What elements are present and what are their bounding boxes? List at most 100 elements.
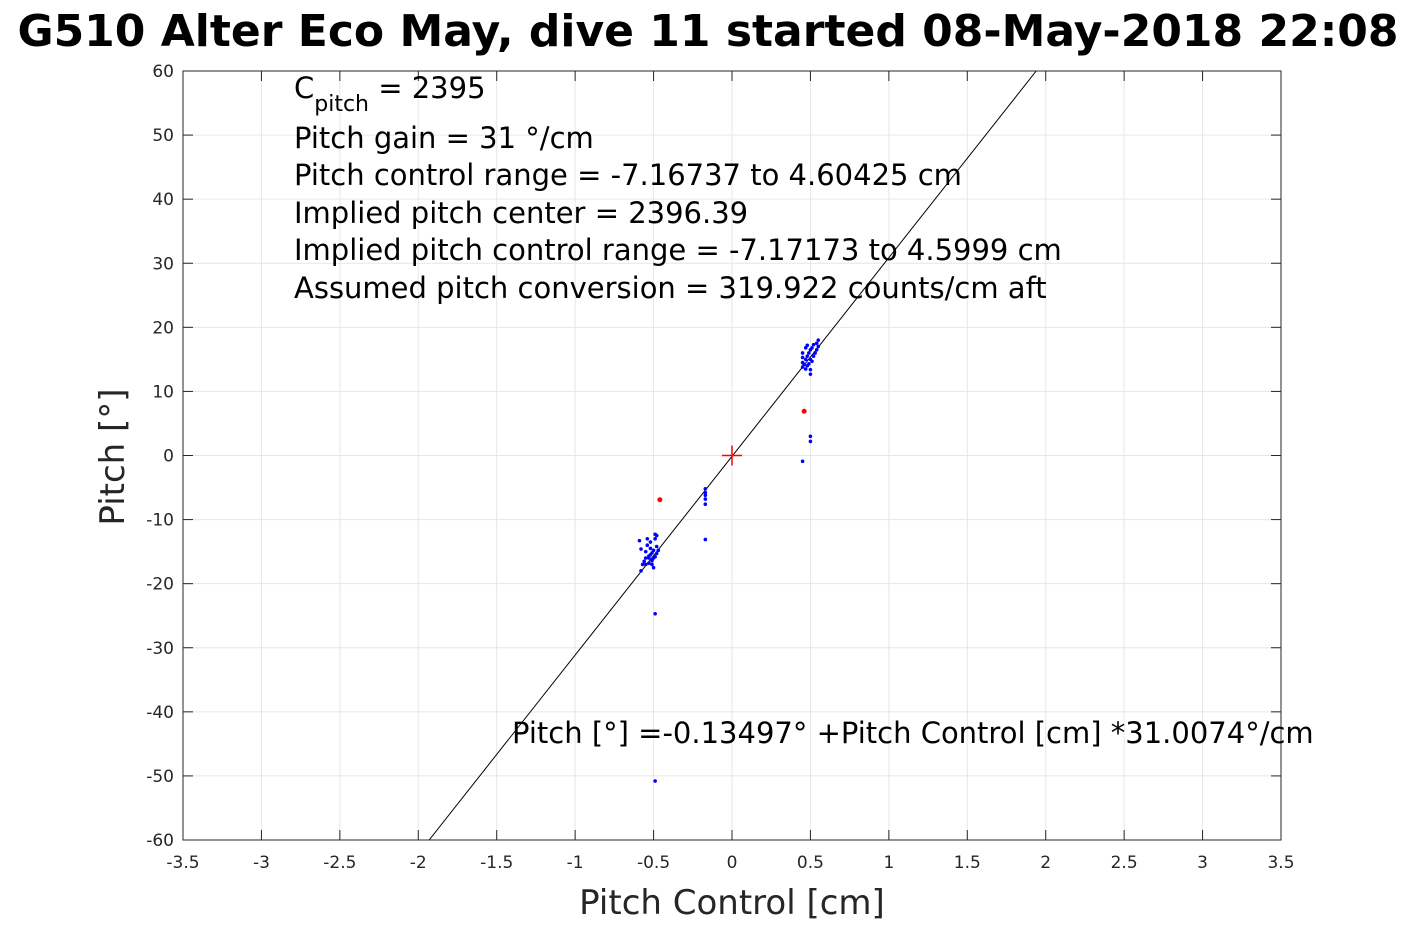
data-point bbox=[703, 537, 708, 542]
data-point bbox=[811, 342, 816, 347]
data-point bbox=[703, 497, 708, 501]
data-point bbox=[816, 338, 821, 342]
data-point bbox=[808, 367, 813, 372]
outlier-point bbox=[801, 408, 807, 414]
data-point bbox=[654, 533, 659, 538]
data-point bbox=[648, 546, 653, 551]
x-tick-label: -1.5 bbox=[480, 853, 513, 873]
data-point bbox=[653, 779, 657, 783]
data-point bbox=[654, 551, 659, 556]
data-point bbox=[654, 544, 659, 549]
y-tick-label: -30 bbox=[146, 639, 174, 659]
data-point bbox=[653, 611, 657, 616]
y-tick-label: 50 bbox=[152, 126, 174, 146]
x-tick-label: 1 bbox=[883, 853, 894, 873]
data-point bbox=[645, 543, 650, 548]
data-point bbox=[800, 351, 805, 355]
data-point bbox=[656, 548, 661, 553]
data-point bbox=[648, 540, 653, 544]
y-tick-label: 60 bbox=[152, 62, 174, 82]
data-point bbox=[703, 502, 708, 507]
data-point bbox=[808, 434, 813, 439]
y-tick-label: 10 bbox=[152, 382, 174, 402]
y-tick-label: 30 bbox=[152, 254, 174, 274]
data-point bbox=[703, 493, 708, 498]
data-point bbox=[814, 341, 819, 346]
x-tick-label: 3.5 bbox=[1267, 853, 1294, 873]
data-point bbox=[807, 362, 811, 366]
data-point bbox=[647, 561, 651, 565]
cpitch-value: = 2395 bbox=[369, 71, 486, 105]
data-point bbox=[803, 357, 808, 362]
y-tick-label: 40 bbox=[152, 190, 174, 210]
annotation-block: Cpitch = 2395 Pitch gain = 31 °/cm Pitch… bbox=[294, 71, 1062, 305]
x-tick-label: 0 bbox=[727, 853, 738, 873]
data-point bbox=[639, 547, 643, 551]
x-tick-label: 1.5 bbox=[954, 853, 981, 873]
data-point bbox=[814, 347, 819, 352]
fit-equation: Pitch [°] =-0.13497° +Pitch Control [cm]… bbox=[512, 716, 1314, 750]
chart-title: G510 Alter Eco May, dive 11 started 08-M… bbox=[17, 6, 1398, 57]
x-axis-label: Pitch Control [cm] bbox=[579, 883, 885, 923]
data-point bbox=[645, 537, 650, 541]
data-point bbox=[650, 562, 654, 567]
x-tick-label: -1 bbox=[567, 853, 584, 873]
data-point bbox=[640, 562, 645, 567]
data-point bbox=[651, 548, 656, 553]
data-point bbox=[810, 359, 814, 364]
data-point bbox=[808, 372, 813, 376]
annotation-line: Pitch gain = 31 °/cm bbox=[294, 121, 594, 155]
y-tick-label: 20 bbox=[152, 318, 174, 338]
data-point bbox=[805, 343, 810, 348]
annotation-line: Implied pitch center = 2396.39 bbox=[294, 196, 748, 230]
x-tick-label: 2.5 bbox=[1111, 853, 1138, 873]
data-point bbox=[653, 537, 657, 541]
data-point bbox=[647, 554, 651, 558]
data-point bbox=[800, 355, 805, 360]
x-tick-label: -2 bbox=[410, 853, 427, 873]
x-tick-label: 0.5 bbox=[797, 853, 824, 873]
data-point bbox=[810, 346, 814, 350]
data-point bbox=[643, 562, 648, 567]
y-tick-label: -20 bbox=[146, 575, 174, 595]
data-point bbox=[637, 538, 642, 543]
annotation-cpitch: Cpitch = 2395 bbox=[294, 71, 486, 117]
annotation-line: Assumed pitch conversion = 319.922 count… bbox=[294, 271, 1047, 305]
grid bbox=[182, 70, 1282, 841]
x-tick-label: -3.5 bbox=[166, 853, 199, 873]
x-tick-label: -3 bbox=[253, 853, 270, 873]
y-tick-label: 0 bbox=[163, 447, 174, 467]
x-tick-label: -0.5 bbox=[637, 853, 670, 873]
annotation-line: Implied pitch control range = -7.17173 t… bbox=[294, 233, 1062, 267]
y-tick-label: -50 bbox=[146, 767, 174, 787]
data-point bbox=[642, 559, 646, 564]
data-point bbox=[643, 549, 648, 554]
data-point bbox=[805, 354, 810, 358]
data-point bbox=[816, 344, 821, 349]
cpitch-symbol: C bbox=[294, 71, 314, 105]
data-point bbox=[643, 556, 648, 560]
data-point bbox=[639, 569, 643, 573]
data-point bbox=[807, 351, 811, 355]
outlier-point bbox=[657, 497, 663, 503]
data-point bbox=[703, 487, 708, 491]
y-axis-label: Pitch [°] bbox=[93, 388, 133, 525]
x-ticks: -3.5 -3 -2.5 -2 -1.5 -1 -0.5 0 0.5 1 1.5 2 2.5 3 3.5 bbox=[166, 71, 1295, 873]
data-point bbox=[651, 565, 656, 570]
data-point bbox=[808, 439, 813, 444]
x-tick-label: -2.5 bbox=[323, 853, 356, 873]
points-layer bbox=[637, 338, 821, 783]
data-point bbox=[802, 362, 806, 367]
y-ticks: -60 -50 -40 -30 -20 -10 0 10 20 30 40 50 60 bbox=[146, 62, 1281, 851]
data-point bbox=[813, 351, 817, 355]
x-tick-label: 3 bbox=[1197, 853, 1208, 873]
data-point bbox=[811, 354, 816, 358]
y-tick-label: -10 bbox=[146, 511, 174, 531]
y-tick-label: -40 bbox=[146, 703, 174, 723]
y-tick-label: -60 bbox=[146, 831, 174, 851]
data-point bbox=[803, 367, 808, 371]
data-point bbox=[653, 554, 657, 559]
x-tick-label: 2 bbox=[1040, 853, 1051, 873]
data-point bbox=[703, 490, 708, 495]
